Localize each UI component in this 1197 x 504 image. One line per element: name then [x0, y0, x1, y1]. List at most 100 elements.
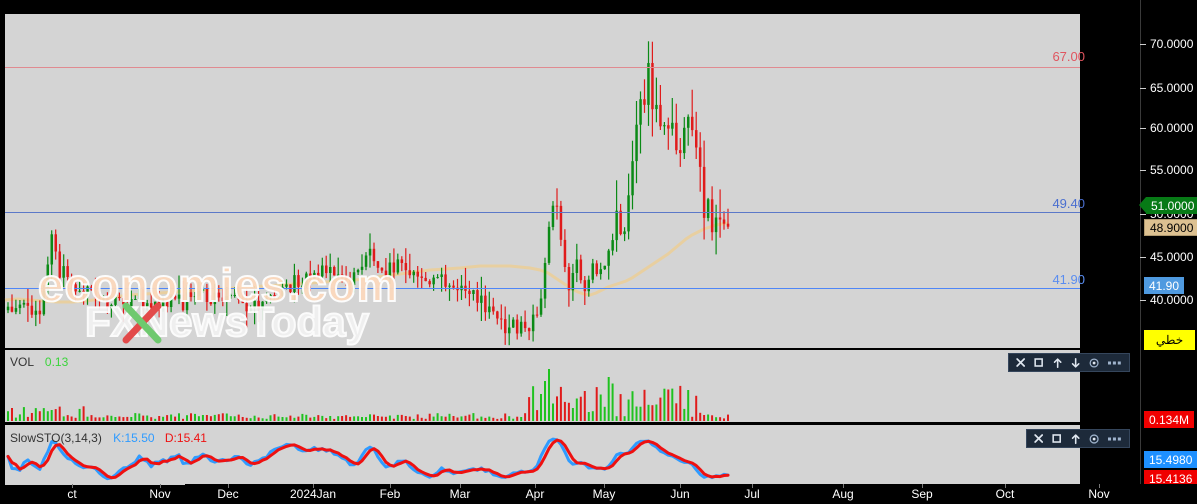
candle-body — [217, 292, 221, 298]
moving-average-price-tag: 48.9000 — [1144, 219, 1197, 236]
date-axis-tick-label: Nov — [149, 487, 171, 501]
candle-body — [313, 272, 316, 280]
candle-body — [82, 290, 85, 296]
more-options-icon[interactable] — [1108, 436, 1122, 442]
linear-chart-type-button[interactable]: خطي — [1144, 330, 1195, 350]
candle-body — [404, 263, 408, 271]
candle-body — [687, 116, 690, 128]
price-scale-tick-mark — [1140, 88, 1146, 89]
price-scale-tick-label: 55.0000 — [1150, 163, 1194, 177]
candle-body — [551, 205, 555, 227]
candle-body — [301, 285, 304, 287]
settings-icon[interactable] — [1089, 357, 1099, 369]
stochastic-panel-toolbar[interactable] — [1026, 429, 1130, 448]
candle-body — [237, 295, 240, 300]
candle-body — [253, 300, 256, 309]
candle-body — [118, 296, 121, 299]
candle-body — [261, 301, 264, 310]
date-axis-tick-mark — [680, 484, 681, 488]
candle-body — [480, 295, 483, 303]
candle-body — [555, 205, 559, 207]
candle-body — [189, 292, 193, 297]
move-down-icon[interactable] — [1071, 357, 1080, 369]
candle-body — [62, 266, 65, 278]
candle-body — [265, 298, 268, 302]
candle-body — [185, 292, 189, 311]
candle-body — [70, 277, 73, 285]
date-axis-tick-label: Aug — [832, 487, 854, 501]
price-scale-tick-label: 40.0000 — [1150, 293, 1194, 307]
maximize-icon[interactable] — [1034, 357, 1044, 368]
candle-body — [722, 219, 726, 224]
candle-body — [269, 295, 272, 299]
candle-body — [535, 314, 539, 316]
date-axis-tick-mark — [843, 484, 844, 488]
candle-body — [651, 63, 654, 110]
close-icon[interactable] — [1034, 433, 1044, 444]
candle-body — [38, 310, 42, 315]
candle-body — [476, 290, 479, 303]
candle-body — [225, 296, 228, 302]
candle-body — [336, 274, 340, 276]
date-axis-tick-label: Apr — [525, 487, 545, 501]
date-axis-tick-label: ct — [67, 487, 77, 501]
candle-body — [512, 319, 515, 328]
candle-body — [412, 271, 415, 276]
candle-body — [428, 281, 431, 285]
price-scale-tick-mark — [1140, 170, 1146, 171]
candle-body — [26, 302, 30, 306]
date-axis-tick-label: 2024Jan — [289, 487, 337, 501]
more-options-icon[interactable] — [1108, 360, 1122, 366]
candle-body — [675, 122, 678, 151]
close-icon[interactable] — [1016, 357, 1026, 368]
candle-body — [106, 298, 109, 308]
volume-panel[interactable] — [5, 350, 1080, 422]
candle-body — [213, 292, 217, 305]
candle-body — [142, 288, 145, 311]
candle-body — [714, 217, 718, 233]
candle-body — [344, 276, 348, 281]
stochastic-label: SlowSTO(3,14,3) — [10, 431, 102, 445]
candle-body — [508, 327, 511, 334]
candle-body — [348, 280, 352, 285]
candle-body — [6, 306, 10, 311]
move-up-icon[interactable] — [1053, 357, 1062, 369]
volume-panel-toolbar[interactable] — [1008, 353, 1130, 372]
stochastic-d-label: D:15.41 — [164, 431, 207, 445]
candle-body — [10, 306, 14, 312]
candle-body — [547, 226, 551, 263]
price-scale-divider — [1140, 0, 1141, 504]
volume-value: 0.13 — [44, 355, 69, 369]
candle-body — [639, 99, 642, 125]
candle-body — [539, 298, 543, 315]
settings-icon[interactable] — [1089, 433, 1099, 445]
candle-body — [229, 295, 232, 297]
candle-body — [667, 125, 670, 129]
candle-body — [627, 195, 630, 232]
candle-body — [364, 255, 368, 267]
candle-body — [50, 234, 53, 265]
candle-body — [368, 248, 372, 256]
move-up-icon[interactable] — [1071, 433, 1080, 445]
date-axis-tick-mark — [604, 484, 605, 488]
candle-body — [30, 305, 34, 315]
maximize-icon[interactable] — [1052, 433, 1062, 444]
stochastic-d-tag: 15.4136 — [1144, 470, 1197, 487]
candle-body — [138, 288, 141, 299]
date-axis-tick-mark — [1005, 484, 1006, 488]
date-axis-tick-mark — [752, 484, 753, 488]
candle-body — [18, 304, 22, 309]
candle-body — [559, 205, 563, 240]
date-axis[interactable]: ct Nov Dec 2024Jan Feb Mar Apr May Jun Jul Aug Sep O… — [67, 484, 1197, 504]
support-line-41-90 — [5, 288, 1080, 289]
candle-body — [607, 250, 610, 266]
candle-body — [452, 285, 455, 288]
candle-body — [603, 265, 606, 270]
candle-body — [110, 304, 113, 308]
date-axis-tick-label: May — [592, 487, 616, 501]
price-scale-tick-mark — [1140, 44, 1146, 45]
candle-body — [432, 277, 435, 285]
candle-body — [706, 199, 710, 218]
